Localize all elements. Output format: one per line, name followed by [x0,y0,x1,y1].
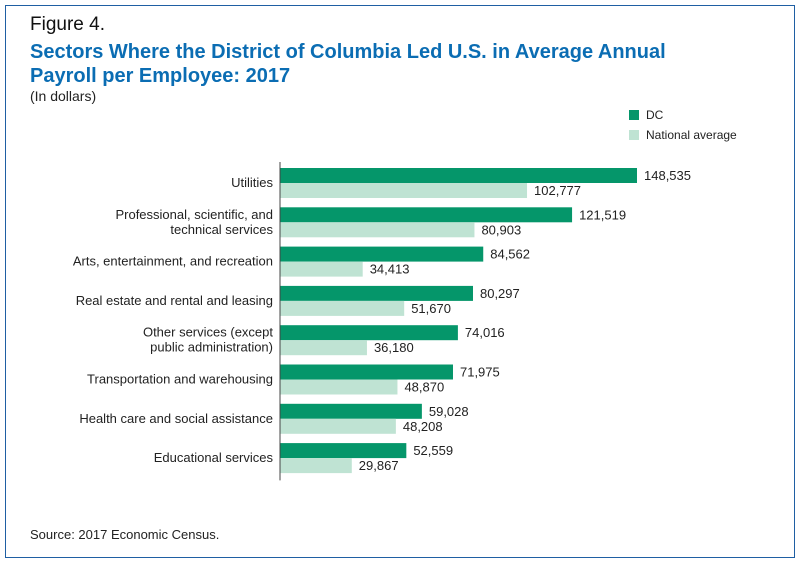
bar-national-0 [280,183,528,198]
bar-national-5 [280,379,398,395]
legend: DC National average [629,106,737,146]
data-label-dc-4: 74,016 [465,325,505,340]
chart-subtitle: (In dollars) [30,88,97,104]
data-label-dc-6: 59,028 [429,404,469,419]
bar-national-2 [280,261,363,277]
category-label-3: Real estate and rental and leasing [76,293,273,308]
data-label-dc-2: 84,562 [490,247,530,262]
category-label-6: Health care and social assistance [79,411,273,426]
data-label-national-3: 51,670 [411,301,451,316]
data-label-dc-7: 52,559 [413,443,453,458]
bar-national-4 [280,340,367,356]
data-label-national-5: 48,870 [404,380,444,395]
bar-dc-1 [280,207,573,223]
bar-dc-2 [280,246,484,262]
data-label-dc-5: 71,975 [460,365,500,380]
figure-frame [5,5,795,558]
legend-swatch-dc [629,110,639,120]
bar-dc-5 [280,364,453,380]
data-label-national-1: 80,903 [481,222,521,237]
data-label-dc-0: 148,535 [644,168,691,183]
bar-national-7 [280,458,352,474]
legend-item-dc: DC [629,106,737,124]
bar-national-1 [280,222,475,238]
data-label-dc-3: 80,297 [480,286,520,301]
data-label-national-2: 34,413 [370,262,410,277]
bar-national-6 [280,418,396,434]
category-label-1: Professional, scientific, and technical s… [115,207,273,237]
bar-dc-0 [280,168,637,183]
category-label-0: Utilities [231,175,273,190]
bar-dc-4 [280,325,458,341]
bar-national-3 [280,300,405,316]
category-label-5: Transportation and warehousing [87,372,273,387]
bar-dc-3 [280,285,473,301]
category-label-7: Educational services [154,450,274,465]
data-label-dc-1: 121,519 [579,207,626,222]
chart-title: Sectors Where the District of Columbia L… [30,41,666,87]
legend-swatch-national [629,130,639,140]
source-note: Source: 2017 Economic Census. [30,527,220,542]
data-label-national-0: 102,777 [534,183,581,198]
bar-dc-6 [280,403,422,419]
legend-label-national: National average [646,128,737,142]
category-label-2: Arts, entertainment, and recreation [73,254,273,269]
legend-label-dc: DC [646,108,664,122]
category-label-4: Other services (except public administrat… [143,325,273,355]
legend-item-national: National average [629,126,737,144]
bar-dc-7 [280,443,407,459]
data-label-national-7: 29,867 [359,458,399,473]
data-label-national-4: 36,180 [374,340,414,355]
figure-label: Figure 4. [30,14,105,35]
data-label-national-6: 48,208 [403,419,443,434]
